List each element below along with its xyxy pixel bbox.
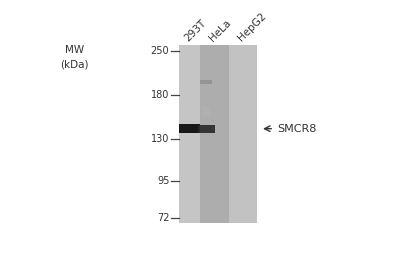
Bar [180,124,200,133]
Bar [229,45,257,223]
Bar [198,125,215,133]
Bar [179,45,200,223]
Text: 293T: 293T [182,18,208,43]
Text: HepG2: HepG2 [236,11,268,43]
Bar [202,106,210,116]
Bar [200,45,229,223]
Bar [200,80,212,84]
Text: MW: MW [65,45,84,55]
Text: 130: 130 [151,134,169,144]
Text: 95: 95 [157,176,169,186]
Text: SMCR8: SMCR8 [277,124,317,134]
Text: 72: 72 [157,213,169,223]
Text: 250: 250 [151,46,169,56]
Text: (kDa): (kDa) [60,59,89,69]
Text: 180: 180 [151,90,169,100]
Text: HeLa: HeLa [208,18,233,43]
